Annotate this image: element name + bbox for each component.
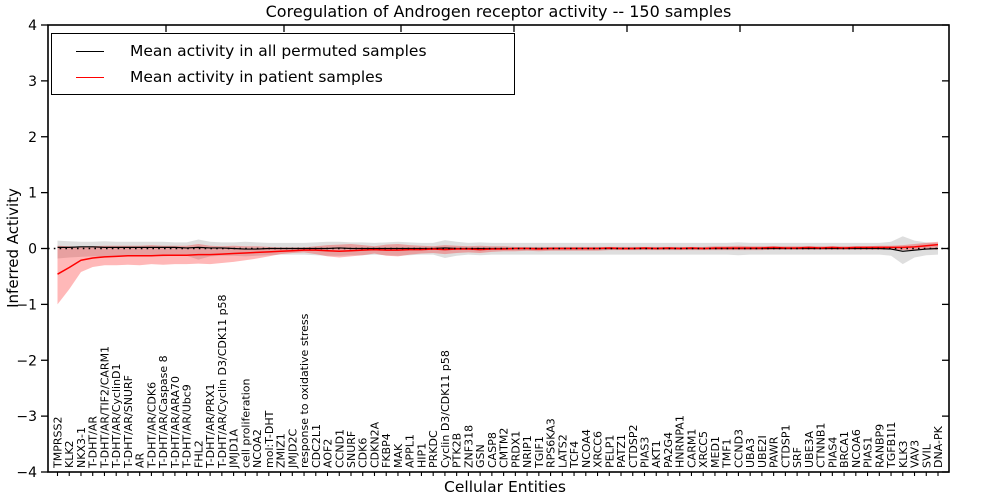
x-tick-label: CTDSP1 — [779, 425, 792, 468]
legend-label-patient: Mean activity in patient samples — [130, 68, 383, 86]
x-tick-label: Cyclin D3/CDK11 p58 — [439, 350, 452, 468]
x-tick-label: TMPRSS2 — [52, 417, 65, 469]
x-tick-label: NKX3-1 — [75, 427, 88, 468]
x-tick-label: CTNNB1 — [815, 423, 828, 468]
x-tick-label: NCOA2 — [251, 429, 264, 468]
x-tick-label: PIAS4 — [826, 437, 839, 468]
y-tick-label: 0 — [28, 242, 37, 258]
x-tick-label: T-DHT/AR/Cyclin D3/CDK11 p58 — [216, 294, 229, 469]
x-tick-label: DNA-PK — [932, 425, 945, 468]
x-tick-label: T-DHT/AR/Ubc9 — [181, 384, 194, 469]
y-tick-label: 4 — [28, 18, 37, 34]
y-tick-label: −2 — [16, 353, 37, 369]
x-tick-label: SRF — [791, 447, 804, 468]
x-tick-label: CARM1 — [685, 429, 698, 468]
x-tick-label: HNRNPA1 — [674, 415, 687, 468]
x-tick-label: CDK6 — [357, 438, 370, 468]
x-tick-label: UBE2I — [756, 435, 769, 468]
x-tick-label: mol:T-DHT — [263, 410, 276, 468]
x-tick-label: T-DHT/AR — [87, 416, 100, 469]
x-tick-label: TMF1 — [721, 438, 734, 469]
x-tick-label: UBE3A — [803, 430, 816, 468]
x-tick-label: TGFB1I1 — [885, 422, 898, 469]
x-tick-label: CASP8 — [486, 432, 499, 468]
x-tick-label: SNURF — [345, 431, 358, 468]
x-tick-label: MED1 — [709, 436, 722, 468]
legend-line-patient-icon — [76, 76, 104, 78]
x-tick-label: CCND3 — [732, 429, 745, 468]
x-tick-label: AOF2 — [322, 439, 335, 468]
x-tick-label: JMJD2C — [286, 429, 299, 469]
legend-entry-permuted: Mean activity in all permuted samples — [52, 38, 514, 64]
x-tick-label: AKT1 — [650, 440, 663, 468]
x-tick-label: BRCA1 — [838, 431, 851, 468]
x-tick-label: PELP1 — [603, 435, 616, 468]
x-tick-label: PAWR — [768, 436, 781, 468]
x-tick-label: VAV3 — [909, 440, 922, 468]
x-tick-label: KLK2 — [63, 440, 76, 468]
x-tick-label: T-DHT/AR/CDK6 — [145, 382, 158, 469]
x-tick-label: PTK2B — [451, 433, 464, 468]
x-tick-label: CDKN2A — [368, 421, 381, 468]
x-tick-label: CDC2L1 — [310, 424, 323, 468]
x-tick-label: T-DHT/AR/CyclinD1 — [110, 363, 123, 469]
x-tick-label: CTDSP2 — [627, 425, 640, 468]
y-tick-label: 1 — [28, 186, 37, 202]
x-tick-label: TGIF1 — [533, 436, 546, 469]
x-tick-label: T-DHT/AR/SNURF — [122, 375, 135, 469]
x-tick-label: PATZ1 — [615, 434, 628, 468]
x-tick-label: NCOA4 — [580, 429, 593, 468]
x-tick-label: RPS6KA3 — [545, 418, 558, 468]
x-tick-label: PA2G4 — [662, 432, 675, 468]
x-tick-label: RANBP9 — [873, 424, 886, 468]
legend-line-permuted-icon — [76, 50, 104, 52]
x-tick-label: UBA3 — [744, 438, 757, 468]
x-tick-label: CCND1 — [333, 429, 346, 468]
y-tick-label: 3 — [28, 74, 37, 90]
x-tick-label: NRIP1 — [521, 435, 534, 468]
x-tick-label: PRKDC — [427, 430, 440, 468]
x-tick-label: PIAS3 — [639, 437, 652, 468]
legend: Mean activity in all permuted samples Me… — [51, 33, 515, 95]
x-tick-label: HIP1 — [415, 443, 428, 468]
x-tick-label: cell proliferation — [239, 378, 252, 468]
x-tick-label: XRCC6 — [592, 431, 605, 468]
y-tick-label: −4 — [16, 465, 37, 481]
x-tick-label: APPL1 — [404, 434, 417, 468]
x-tick-label: ZNF318 — [462, 425, 475, 468]
x-tick-label: JMJD1A — [228, 429, 241, 469]
x-tick-label: ZMIZ1 — [275, 433, 288, 468]
x-tick-label: T-DHT/AR/TIF2/CARM1 — [98, 346, 111, 469]
legend-label-permuted: Mean activity in all permuted samples — [130, 42, 427, 60]
legend-entry-patient: Mean activity in patient samples — [52, 64, 514, 90]
page-title: Coregulation of Androgen receptor activi… — [265, 2, 732, 21]
confidence-band-permuted — [57, 236, 938, 265]
x-tick-label: T-DHT/AR/Caspase 8 — [157, 355, 170, 469]
x-tick-label: NCOA6 — [850, 429, 863, 468]
x-axis-label: Cellular Entities — [444, 478, 566, 496]
x-tick-label: FHL2 — [192, 440, 205, 468]
x-tick-label: SVIL — [920, 443, 933, 468]
x-tick-label: PRDX1 — [509, 431, 522, 468]
x-tick-label: KLK3 — [897, 440, 910, 468]
y-tick-label: −1 — [16, 297, 37, 313]
x-tick-label: response to oxidative stress — [298, 313, 311, 468]
y-axis-label: Inferred Activity — [4, 188, 22, 308]
x-tick-label: XRCC5 — [697, 431, 710, 468]
x-tick-label: AR — [134, 452, 147, 468]
x-tick-label: PIAS1 — [862, 437, 875, 468]
x-tick-label: LATS2 — [556, 434, 569, 468]
y-tick-label: 2 — [28, 130, 37, 146]
x-tick-label: GSN — [474, 444, 487, 468]
x-tick-label: CMTM2 — [498, 428, 511, 468]
x-tick-label: T-DHT/AR/PRX1 — [204, 383, 217, 469]
x-tick-label: TCF4 — [568, 441, 581, 469]
x-tick-label: FKBP4 — [380, 433, 393, 468]
x-tick-label: MAK — [392, 443, 405, 468]
x-tick-label: T-DHT/AR/ARA70 — [169, 376, 182, 469]
y-tick-label: −3 — [16, 409, 37, 425]
